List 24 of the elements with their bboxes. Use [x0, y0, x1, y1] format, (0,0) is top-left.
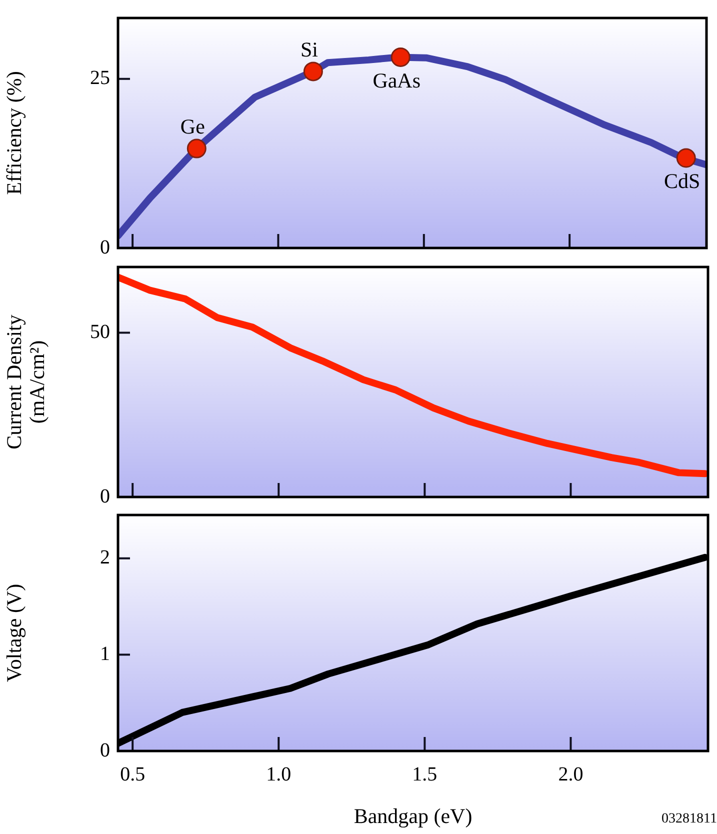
point — [303, 62, 323, 82]
annotation: GaAs — [372, 68, 421, 92]
x-tick-label: 1.5 — [412, 763, 438, 786]
y-tick-label: 0 — [100, 236, 110, 258]
y-axis-title: Current Density (mA/cm²) — [2, 314, 50, 449]
annotation: Si — [300, 37, 318, 62]
point — [390, 47, 410, 67]
annotation: Ge — [180, 114, 205, 139]
point — [186, 138, 206, 158]
point — [676, 148, 696, 168]
y-tick-label: 25 — [90, 67, 110, 90]
y-axis-title: Voltage (V) — [2, 584, 26, 682]
y-tick-label: 0 — [100, 484, 110, 507]
text: 03281811 — [662, 812, 717, 827]
x-axis-title: Bandgap (eV) — [354, 804, 472, 828]
x-tick-label: 1.0 — [266, 763, 292, 786]
y-tick-label: 50 — [90, 320, 110, 342]
y-tick-label: 1 — [100, 642, 110, 665]
x-tick-label: 2.0 — [558, 763, 584, 786]
x-tick-label: 0.5 — [120, 763, 146, 786]
y-tick-label: 2 — [100, 546, 110, 569]
annotation: CdS — [664, 169, 700, 194]
y-axis-title: Efficiency (%) — [2, 71, 26, 195]
y-tick-label: 0 — [100, 739, 110, 762]
